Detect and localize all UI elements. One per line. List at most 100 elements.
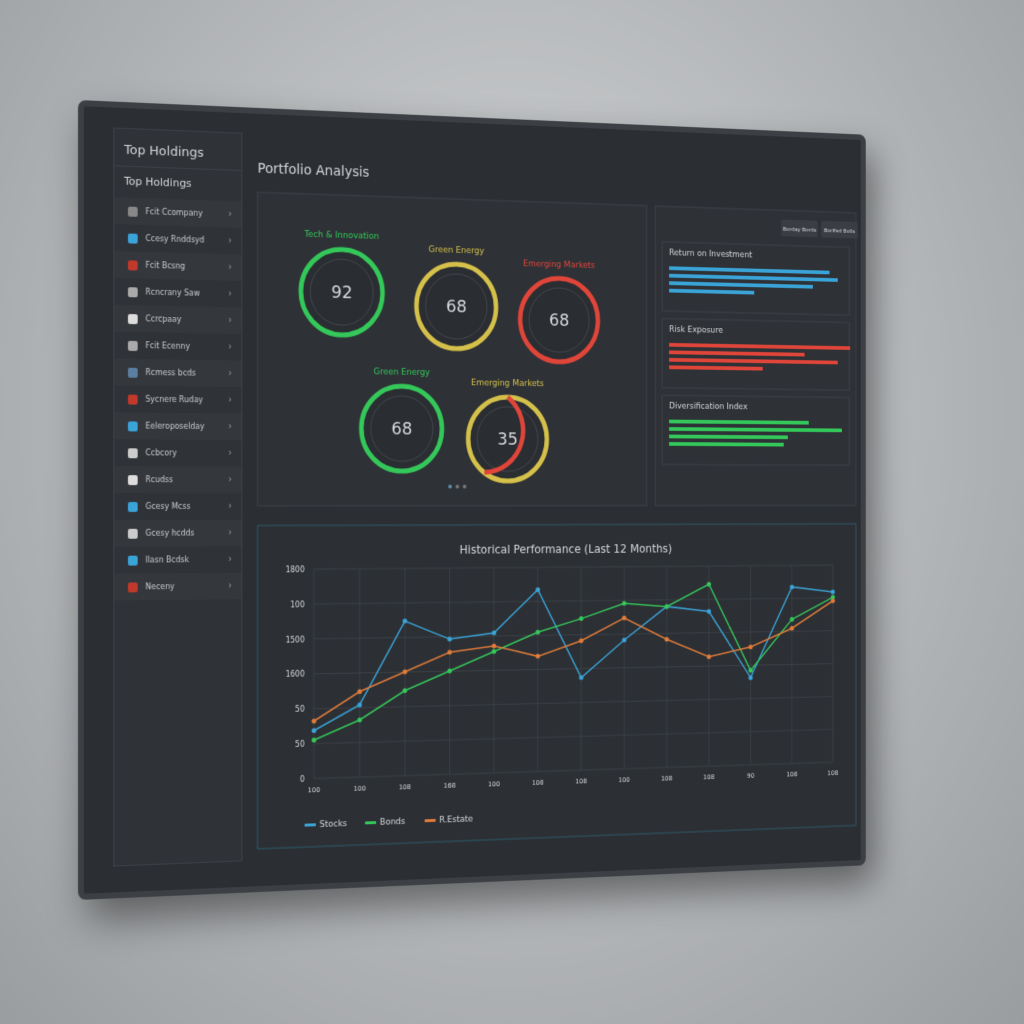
legend-swatch — [304, 823, 316, 827]
icon — [127, 474, 138, 485]
holding-item[interactable]: Ccesy Rnddsyd › — [114, 224, 241, 254]
holding-name: Fcit Ccompany — [145, 207, 203, 218]
icon — [127, 528, 138, 539]
icon — [127, 313, 138, 324]
x-tick-label: 108 — [399, 783, 411, 791]
gauge-value: 35 — [497, 429, 517, 449]
y-axis-label: 0 — [300, 775, 305, 784]
holding-item[interactable]: Gcesy hcdds › — [114, 519, 242, 547]
legend-label: Stocks — [320, 819, 348, 830]
gauge-label: Green Energy — [429, 245, 485, 256]
holding-item[interactable]: Neceny › — [114, 572, 242, 601]
y-axis-label: 50 — [295, 705, 305, 714]
y-axis-label: 1800 — [286, 565, 305, 574]
gauge-value: 68 — [391, 419, 412, 440]
holding-item[interactable]: Ccrcpaay › — [114, 304, 242, 335]
icon — [127, 420, 138, 431]
legend-label: R.Estate — [439, 815, 473, 826]
holding-name: Ccbcory — [145, 448, 177, 458]
x-tick-label: 108 — [532, 779, 544, 787]
dot — [448, 484, 452, 489]
holding-item[interactable]: Rcmess bcds › — [114, 358, 242, 388]
x-tick-label: 100 — [488, 780, 500, 788]
holding-name: Ccesy Rnddsyd — [145, 233, 205, 245]
screen: Top Holdings Top Holdings Fcit Ccompany ›… — [78, 100, 866, 900]
dot — [462, 484, 467, 489]
chevron: › — [228, 554, 232, 565]
button-label: Borlfed Bolls — [824, 227, 855, 234]
icon — [127, 232, 138, 244]
gauge-ring — [361, 386, 442, 472]
x-tick-label: 100 — [353, 785, 365, 793]
icon — [127, 206, 138, 217]
holding-item[interactable]: Gcesy Mcss › — [114, 493, 241, 520]
holding-item[interactable]: Eeleroposelday › — [114, 412, 242, 441]
holding-item[interactable]: Rcncrany Saw › — [114, 278, 241, 308]
gauge-label: Emerging Markets — [523, 259, 595, 271]
holding-name: Neceny — [145, 582, 175, 592]
chevron: › — [228, 288, 232, 300]
holding-item[interactable]: Ilasn Bcdsk › — [114, 546, 241, 574]
holding-name: Fcit Bcsng — [145, 260, 186, 271]
icon — [127, 340, 138, 351]
holding-item[interactable]: Fcit Ccompany › — [114, 197, 242, 228]
icon — [127, 259, 138, 271]
dot — [455, 484, 460, 489]
holding-name: Rcncrany Saw — [145, 287, 200, 298]
chevron: › — [228, 580, 232, 592]
x-tick-label: 100 — [308, 786, 320, 794]
chevron: › — [228, 368, 232, 380]
chevron: › — [228, 341, 232, 353]
holding-item[interactable]: Sycnere Ruday › — [114, 385, 241, 413]
x-tick-label: 108 — [703, 773, 714, 781]
holding-name: Rcmess bcds — [145, 367, 196, 378]
x-tick-label: 108 — [575, 777, 587, 785]
chevron: › — [228, 527, 232, 539]
chevron: › — [228, 474, 232, 486]
x-tick-label: 108 — [661, 775, 672, 783]
x-tick-label: 90 — [747, 772, 755, 780]
sub-panel-title: Diversification Index — [669, 402, 748, 412]
chart-panel — [258, 524, 856, 849]
gauge-label: Emerging Markets — [471, 378, 544, 389]
y-axis-label: 100 — [290, 600, 304, 609]
chevron: › — [228, 500, 232, 512]
gauge-label: Tech & Innovation — [303, 230, 379, 242]
gauge-value: 92 — [331, 282, 352, 303]
sub-panel-title: Risk Exposure — [669, 325, 723, 335]
gauge-label: Green Energy — [374, 367, 431, 378]
holding-item[interactable]: Fcit Ecenny › — [114, 332, 241, 361]
holding-name: Ccrcpaay — [145, 314, 182, 325]
chart-title: Historical Performance (Last 12 Months) — [460, 542, 672, 557]
legend-label: Bonds — [380, 817, 406, 828]
legend-swatch — [424, 818, 436, 823]
x-tick-label: 108 — [786, 771, 797, 779]
gauge-ring — [416, 263, 496, 349]
main-title: Portfolio Analysis — [258, 161, 370, 181]
chevron: › — [228, 447, 232, 459]
icon — [127, 555, 138, 566]
gauge-ring — [301, 248, 383, 335]
holding-list: Fcit Ccompany › Ccesy Rnddsyd › Fcit Bcsng › R… — [114, 197, 242, 601]
sub-panel-title: Return on Investment — [669, 248, 753, 260]
sidebar-subheader: Top Holdings — [114, 165, 242, 202]
icon — [127, 286, 138, 297]
holding-item[interactable]: Ccbcory › — [114, 439, 241, 466]
x-tick-label: 108 — [827, 769, 838, 777]
data-point — [789, 584, 795, 590]
gauge-value: 68 — [549, 310, 569, 330]
chevron: › — [228, 394, 232, 406]
holding-name: Gcesy Mcss — [145, 501, 191, 511]
holding-name: Fcit Ecenny — [145, 341, 191, 351]
icon — [127, 501, 138, 512]
holding-name: Eeleroposelday — [145, 421, 205, 431]
chevron: › — [228, 235, 232, 247]
sidebar-header: Top Holdings — [124, 142, 204, 161]
x-tick-label: 168 — [444, 782, 456, 790]
main: Portfolio Analysis Tech & Innovation 92 Gr… — [248, 161, 857, 879]
holding-item[interactable]: Fcit Bcsng › — [114, 250, 242, 282]
button-label: Borday Bords — [783, 226, 816, 234]
holding-item[interactable]: Rcudss › — [114, 466, 242, 494]
gauge-ring — [520, 277, 598, 362]
x-tick-label: 100 — [618, 776, 630, 784]
